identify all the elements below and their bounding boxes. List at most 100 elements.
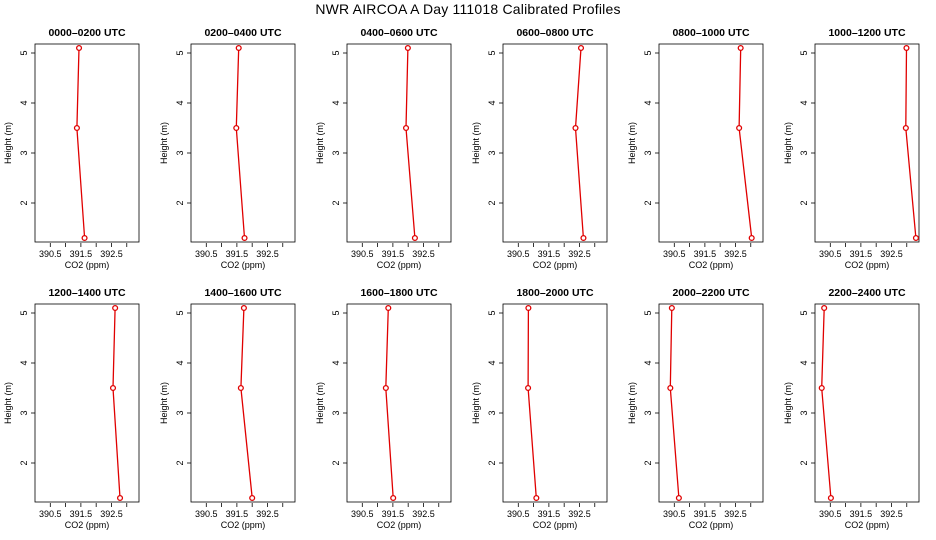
plot-frame: [814, 303, 920, 503]
y-axis-label: Height (m): [159, 122, 169, 164]
x-axis-label: CO2 (ppm): [845, 260, 890, 270]
plot-frame: [34, 43, 140, 243]
panel-title: 1800–2000 UTC: [516, 287, 593, 299]
data-point: [912, 234, 919, 242]
x-tick-label: 390.5: [39, 509, 62, 519]
plot-frame: [658, 303, 764, 503]
data-point: [827, 494, 834, 502]
data-point: [525, 384, 532, 392]
x-tick-label: 390.5: [663, 249, 686, 259]
y-tick-label: 5: [643, 310, 653, 315]
x-tick-label: 390.5: [195, 249, 218, 259]
x-tick-label: 390.5: [351, 249, 374, 259]
x-tick-label: 392.5: [412, 249, 435, 259]
y-tick-label: 4: [19, 360, 29, 365]
series-line: [112, 307, 121, 499]
series-line: [527, 307, 537, 499]
series-line: [385, 307, 394, 499]
x-tick-label: 391.5: [226, 249, 249, 259]
data-point: [572, 124, 579, 132]
y-tick-label: 3: [331, 410, 341, 415]
y-tick-label: 3: [175, 150, 185, 155]
x-tick-label: 392.5: [880, 249, 903, 259]
y-tick-label: 4: [799, 360, 809, 365]
x-tick-label: 391.5: [694, 509, 717, 519]
y-tick-label: 5: [175, 310, 185, 315]
series-line: [669, 307, 680, 499]
x-tick-label: 390.5: [507, 509, 530, 519]
y-tick-label: 3: [331, 150, 341, 155]
x-tick-label: 391.5: [538, 249, 561, 259]
x-axis-label: CO2 (ppm): [377, 520, 422, 530]
y-tick-label: 3: [643, 150, 653, 155]
x-tick-label: 390.5: [819, 249, 842, 259]
x-tick-label: 392.5: [256, 249, 279, 259]
y-tick-label: 5: [643, 50, 653, 55]
x-axis-label: CO2 (ppm): [65, 520, 110, 530]
y-axis-label: Height (m): [627, 382, 637, 424]
plot-frame: [34, 303, 140, 503]
x-tick-label: 390.5: [39, 249, 62, 259]
y-tick-label: 2: [643, 200, 653, 205]
plot-frame: [658, 43, 764, 243]
x-tick-label: 392.5: [256, 509, 279, 519]
panel-title: 2000–2200 UTC: [672, 287, 749, 299]
y-tick-label: 4: [799, 100, 809, 105]
x-tick-label: 391.5: [226, 509, 249, 519]
x-axis-label: CO2 (ppm): [221, 520, 266, 530]
y-tick-label: 3: [19, 410, 29, 415]
plot-frame: [346, 43, 452, 243]
panel-title: 1600–1800 UTC: [360, 287, 437, 299]
x-axis-label: CO2 (ppm): [221, 260, 266, 270]
data-point: [237, 384, 244, 392]
data-point: [241, 234, 248, 242]
y-tick-label: 4: [643, 360, 653, 365]
x-tick-label: 390.5: [507, 249, 530, 259]
data-point: [233, 124, 240, 132]
data-point: [821, 304, 828, 312]
data-point: [668, 304, 675, 312]
panel-title: 1400–1600 UTC: [204, 287, 281, 299]
data-point: [109, 384, 117, 392]
y-tick-label: 4: [175, 360, 185, 365]
x-tick-label: 391.5: [382, 249, 405, 259]
data-point: [525, 304, 532, 312]
data-point: [902, 124, 909, 132]
y-tick-label: 5: [19, 50, 29, 55]
x-tick-label: 391.5: [694, 249, 717, 259]
y-tick-label: 2: [799, 200, 809, 205]
y-axis-label: Height (m): [315, 122, 325, 164]
y-tick-label: 5: [487, 310, 497, 315]
data-point: [748, 234, 755, 242]
data-point: [903, 44, 910, 52]
data-point: [675, 494, 682, 502]
plot-frame: [502, 43, 608, 243]
x-tick-label: 390.5: [819, 509, 842, 519]
x-tick-label: 391.5: [850, 509, 873, 519]
y-tick-label: 5: [487, 50, 497, 55]
x-tick-label: 392.5: [880, 509, 903, 519]
y-tick-label: 4: [175, 100, 185, 105]
y-tick-label: 4: [487, 100, 497, 105]
y-tick-label: 2: [799, 460, 809, 465]
figure-title: NWR AIRCOA A Day 111018 Calibrated Profi…: [315, 1, 621, 17]
y-axis-label: Height (m): [315, 382, 325, 424]
y-tick-label: 3: [799, 150, 809, 155]
plot-frame: [502, 303, 608, 503]
series-line: [240, 307, 253, 499]
y-tick-label: 2: [487, 460, 497, 465]
data-point: [249, 494, 256, 502]
series-line: [235, 47, 246, 239]
data-point: [81, 234, 88, 242]
x-tick-label: 390.5: [351, 509, 374, 519]
y-tick-label: 5: [19, 310, 29, 315]
data-point: [116, 494, 124, 502]
